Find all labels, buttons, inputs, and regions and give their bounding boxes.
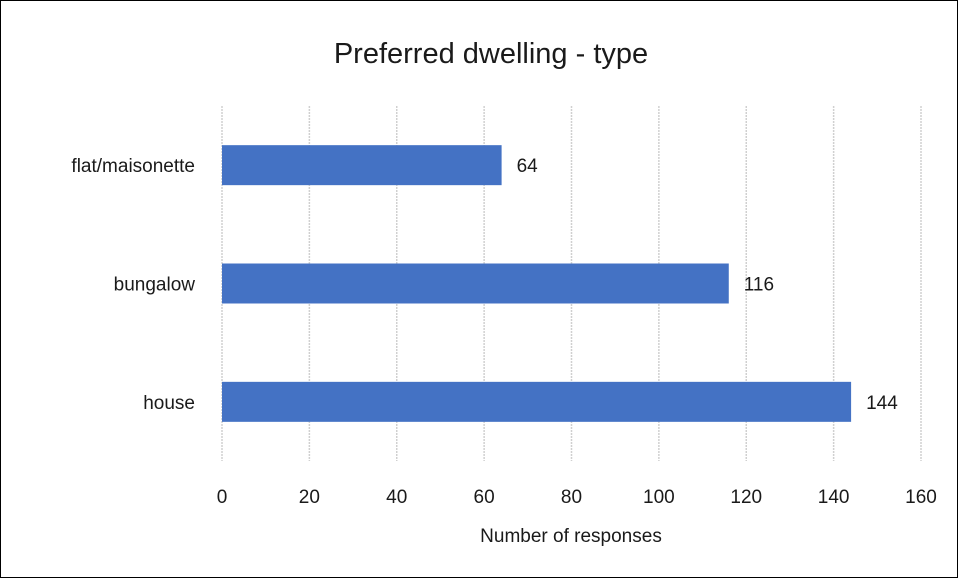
chart-title: Preferred dwelling - type xyxy=(334,38,648,70)
x-tick-label: 100 xyxy=(643,487,675,508)
x-tick-labels: 0 20 40 60 80 100 120 140 160 xyxy=(217,487,937,508)
category-label: house xyxy=(143,393,195,414)
category-labels: flat/maisonette bungalow house xyxy=(71,156,195,414)
bar xyxy=(222,145,502,186)
data-label: 64 xyxy=(517,156,539,177)
x-tick-label: 160 xyxy=(905,487,937,508)
x-tick-label: 80 xyxy=(561,487,582,508)
data-labels: 64 116 144 xyxy=(517,156,899,414)
bar xyxy=(222,381,852,422)
x-axis-title: Number of responses xyxy=(480,526,662,547)
data-label: 116 xyxy=(744,275,774,296)
x-tick-label: 40 xyxy=(386,487,407,508)
x-tick-label: 60 xyxy=(474,487,495,508)
category-label: flat/maisonette xyxy=(71,156,195,177)
category-label: bungalow xyxy=(114,275,196,296)
data-label: 144 xyxy=(866,393,898,414)
x-tick-label: 120 xyxy=(730,487,762,508)
x-tick-label: 140 xyxy=(818,487,850,508)
bars xyxy=(222,145,852,422)
x-tick-label: 20 xyxy=(299,487,320,508)
bar xyxy=(222,263,729,304)
x-tick-label: 0 xyxy=(217,487,228,508)
